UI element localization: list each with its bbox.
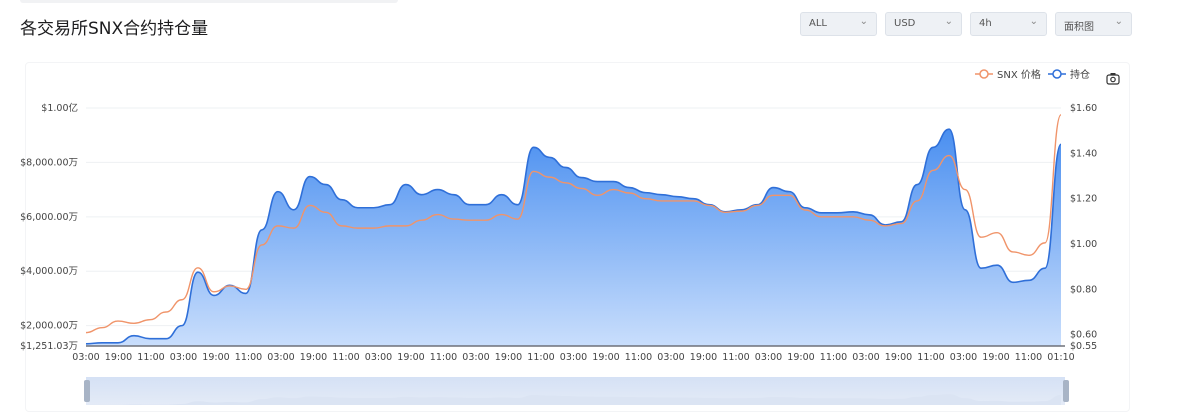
select-value: ALL	[809, 18, 827, 29]
oi-area	[86, 129, 1061, 346]
x-tick-label: 03:00	[170, 352, 197, 363]
x-tick-label: 11:00	[1015, 352, 1042, 363]
zoom-preview	[86, 394, 1061, 405]
legend-item-oi[interactable]: 持仓	[1048, 66, 1090, 81]
legend-circle-icon	[1048, 68, 1066, 79]
x-tick-label: 19:00	[885, 352, 912, 363]
chevron-down-icon: ⌄	[859, 16, 868, 27]
chevron-down-icon: ⌄	[944, 16, 953, 27]
x-tick-label: 11:00	[430, 352, 457, 363]
y-right-tick-label: $0.55	[1070, 341, 1097, 352]
y-right-tick-label: $0.60	[1070, 330, 1097, 341]
x-tick-label: 19:00	[787, 352, 814, 363]
chevron-down-icon: ⌄	[1029, 16, 1038, 27]
x-tick-label: 19:00	[202, 352, 229, 363]
x-tick-label: 19:00	[982, 352, 1009, 363]
y-right-tick-label: $0.80	[1070, 284, 1097, 295]
y-left-tick-label: $2,000.00万	[20, 321, 78, 332]
page-title: 各交易所SNX合约持仓量	[20, 19, 209, 39]
y-left-tick-label: $8,000.00万	[20, 157, 78, 168]
legend-label: 持仓	[1070, 70, 1090, 81]
y-right-tick-label: $1.00	[1070, 239, 1097, 250]
currency-select[interactable]: USD ⌄	[885, 12, 962, 36]
chevron-down-icon: ⌄	[1114, 16, 1123, 27]
x-tick-label: 03:00	[852, 352, 879, 363]
price-line	[85, 114, 1062, 334]
x-tick-label: 11:00	[917, 352, 944, 363]
top-bar	[20, 0, 398, 3]
y-right-tick-label: $1.20	[1070, 194, 1097, 205]
legend-label: SNX 价格	[997, 70, 1041, 81]
y-left-tick-label: $1,251.03万	[20, 341, 78, 352]
x-tick-label: 03:00	[657, 352, 684, 363]
x-tick-label: 19:00	[592, 352, 619, 363]
select-value: 面积图	[1064, 22, 1094, 33]
oi-line	[85, 128, 1062, 345]
zoom-handle-left	[84, 380, 90, 402]
data-zoom-slider[interactable]	[84, 377, 1069, 405]
chart-type-select[interactable]: 面积图 ⌄	[1055, 12, 1132, 36]
x-tick-label: 03:00	[755, 352, 782, 363]
y-left-tick-label: $1.00亿	[41, 102, 78, 114]
x-tick-label: 03:00	[462, 352, 489, 363]
x-tick-label: 11:00	[235, 352, 262, 363]
x-tick-label: 19:00	[397, 352, 424, 363]
legend-item-price[interactable]: SNX 价格	[975, 66, 1041, 81]
interval-select[interactable]: 4h ⌄	[970, 12, 1047, 36]
zoom-handle-right	[1063, 380, 1069, 402]
camera-icon[interactable]	[1106, 72, 1120, 85]
x-tick-label: 11:00	[722, 352, 749, 363]
x-tick-label: 19:00	[495, 352, 522, 363]
x-tick-label: 19:00	[105, 352, 132, 363]
x-tick-label: 03:00	[950, 352, 977, 363]
x-tick-label: 11:00	[820, 352, 847, 363]
x-tick-label: 11:00	[625, 352, 652, 363]
y-right-tick-label: $1.60	[1070, 103, 1097, 114]
x-tick-label: 03:00	[267, 352, 294, 363]
x-tick-label: 03:00	[560, 352, 587, 363]
y-left-tick-label: $4,000.00万	[20, 266, 78, 277]
x-tick-label: 11:00	[137, 352, 164, 363]
x-tick-label: 01:10	[1047, 352, 1074, 363]
legend-circle-icon	[975, 68, 993, 79]
x-tick-label: 19:00	[690, 352, 717, 363]
x-tick-label: 11:00	[527, 352, 554, 363]
x-tick-label: 03:00	[72, 352, 99, 363]
select-value: USD	[894, 18, 916, 29]
x-tick-label: 19:00	[300, 352, 327, 363]
exchange-select[interactable]: ALL ⌄	[800, 12, 877, 36]
y-right-tick-label: $1.40	[1070, 148, 1097, 159]
select-value: 4h	[979, 18, 992, 29]
x-tick-label: 11:00	[332, 352, 359, 363]
x-tick-label: 03:00	[365, 352, 392, 363]
y-left-tick-label: $6,000.00万	[20, 212, 78, 223]
